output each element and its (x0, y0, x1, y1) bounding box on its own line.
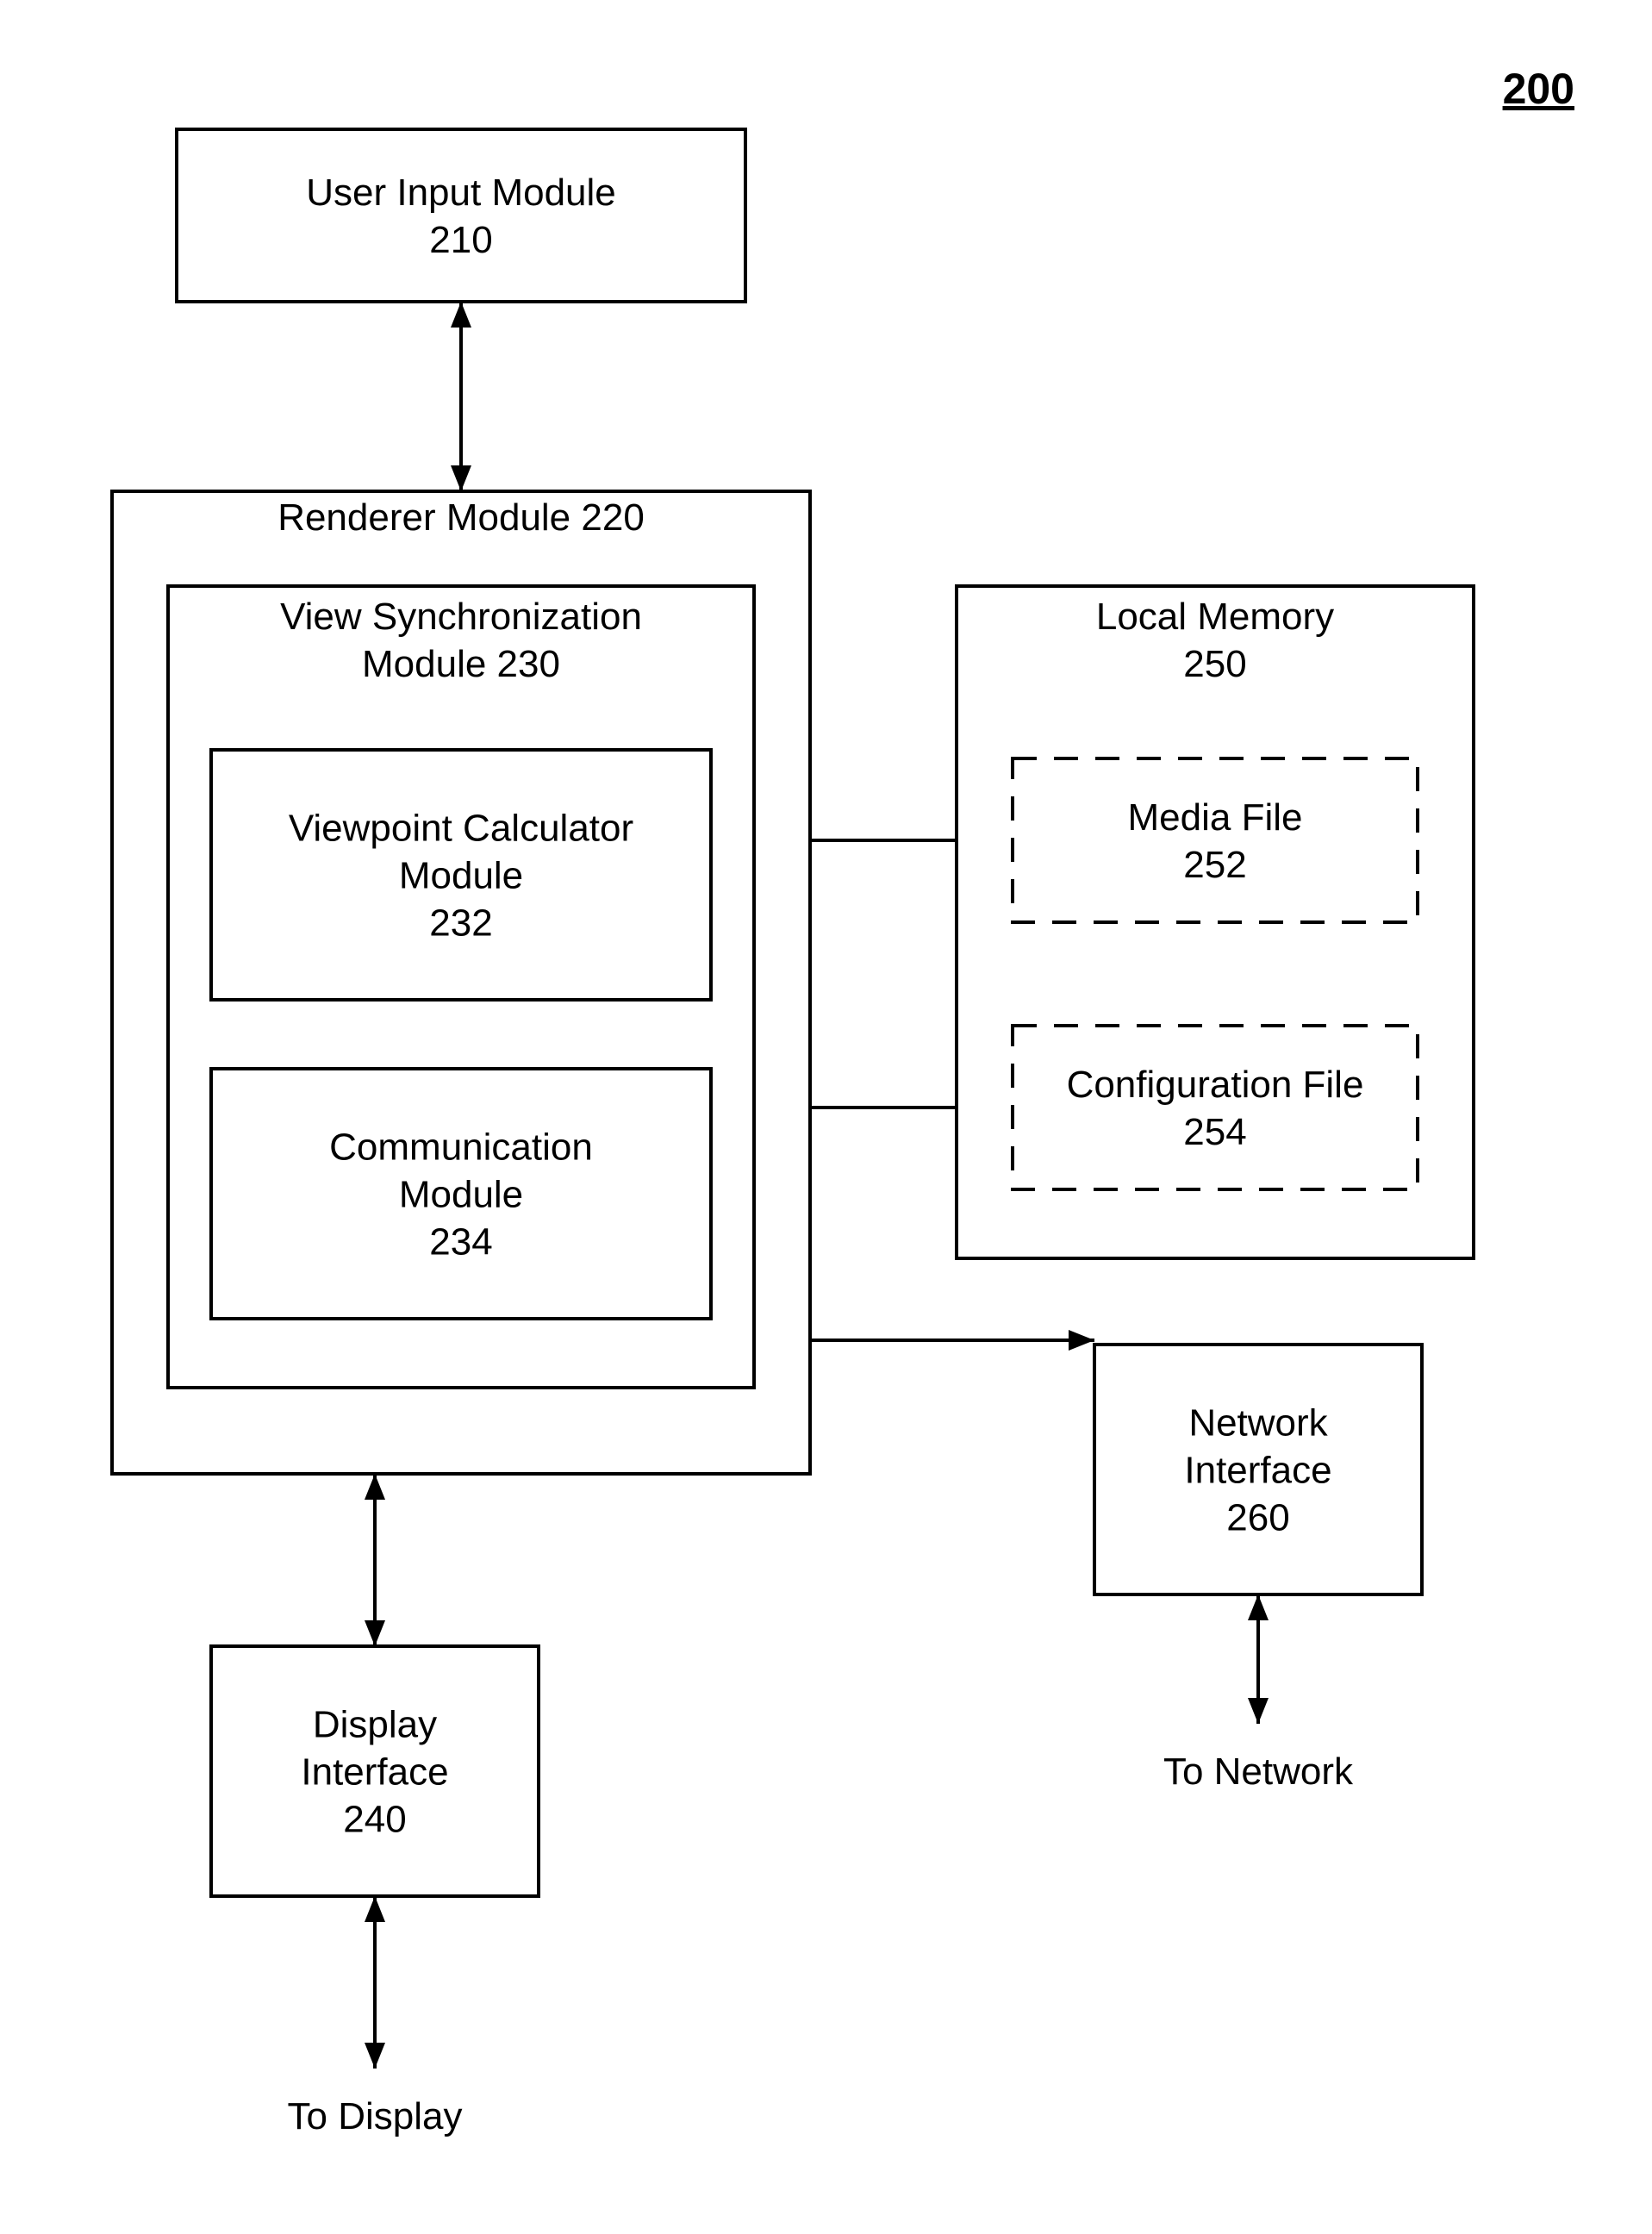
box-user_input (177, 129, 745, 302)
figure-number: 200 (1503, 65, 1574, 113)
svg-text:View Synchronization: View Synchronization (280, 596, 642, 638)
svg-text:Configuration File: Configuration File (1067, 1064, 1364, 1106)
svg-text:232: 232 (429, 902, 492, 944)
svg-text:210: 210 (429, 219, 492, 261)
svg-text:Local Memory: Local Memory (1096, 596, 1334, 638)
svg-text:Viewpoint Calculator: Viewpoint Calculator (289, 807, 633, 849)
svg-text:User Input Module: User Input Module (306, 172, 616, 214)
svg-text:Interface: Interface (301, 1750, 448, 1793)
label-to-display: To Display (288, 2095, 463, 2137)
svg-text:Media File: Media File (1128, 796, 1303, 839)
svg-text:254: 254 (1183, 1111, 1246, 1153)
svg-text:234: 234 (429, 1220, 492, 1263)
box-config_file (1013, 1026, 1418, 1189)
svg-text:Module: Module (399, 854, 523, 896)
svg-text:Module 230: Module 230 (362, 643, 560, 685)
svg-text:Interface: Interface (1184, 1449, 1331, 1491)
box-media_file (1013, 758, 1418, 922)
svg-text:260: 260 (1226, 1496, 1289, 1538)
svg-text:Communication: Communication (329, 1126, 593, 1168)
label-to-network: To Network (1163, 1750, 1354, 1793)
svg-text:Module: Module (399, 1173, 523, 1215)
svg-text:Display: Display (313, 1703, 437, 1745)
svg-text:Network: Network (1188, 1401, 1328, 1444)
svg-text:Renderer Module 220: Renderer Module 220 (277, 496, 645, 539)
svg-text:250: 250 (1183, 643, 1246, 685)
svg-text:252: 252 (1183, 844, 1246, 886)
svg-text:240: 240 (343, 1798, 406, 1840)
